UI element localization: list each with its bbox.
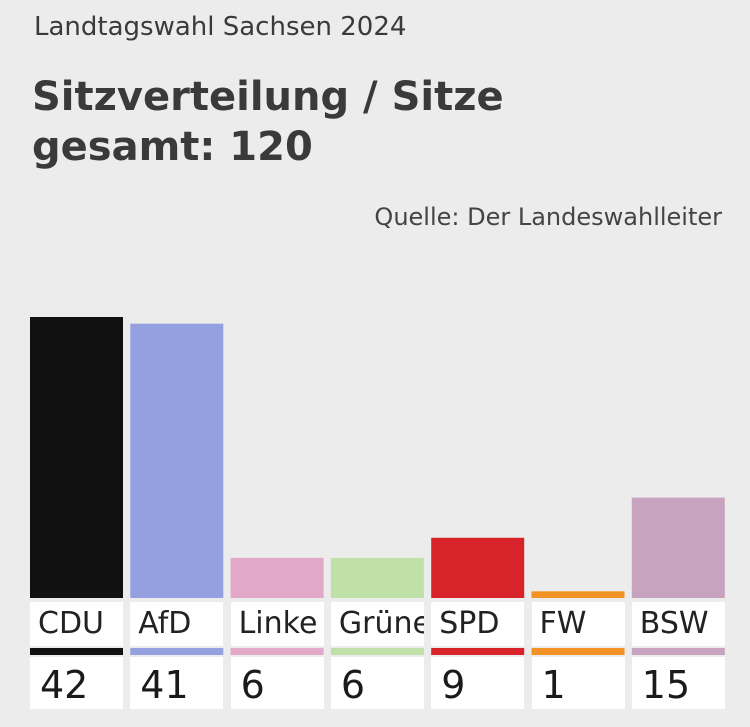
color-stripe-spd [431,648,525,655]
source-note: Quelle: Der Landeswahlleiter [374,203,722,231]
bar-gr-ne [330,557,424,598]
category-label-bsw: BSW [631,602,725,646]
category-label-afd: AfD [130,602,224,646]
category-label-fw: FW [531,602,625,646]
color-stripe-bsw [631,648,725,655]
category-label-spd: SPD [431,602,525,646]
value-label-fw: 1 [531,657,625,709]
value-label-afd: 41 [130,657,224,709]
chart-title: Sitzverteilung / Sitze gesamt: 120 [32,74,504,170]
value-label-spd: 9 [431,657,525,709]
value-label-cdu: 42 [30,657,123,709]
category-label-cdu: CDU [30,602,123,646]
bar-bsw [631,497,725,598]
chart-kicker: Landtagswahl Sachsen 2024 [34,12,407,42]
value-label-linke: 6 [230,657,324,709]
bar-spd [431,537,525,598]
bar-fw [531,591,625,598]
bar-afd [130,323,224,598]
category-label-linke: Linke [230,602,324,646]
bar-linke [230,557,324,598]
value-label-gr-ne: 6 [330,657,424,709]
bar-cdu [30,317,123,598]
value-label-bsw: 15 [631,657,725,709]
color-stripe-afd [130,648,224,655]
color-stripe-gr-ne [330,648,424,655]
color-stripe-cdu [30,648,123,655]
color-stripe-fw [531,648,625,655]
color-stripe-linke [230,648,324,655]
category-label-gr-ne: Grüne [330,602,424,646]
